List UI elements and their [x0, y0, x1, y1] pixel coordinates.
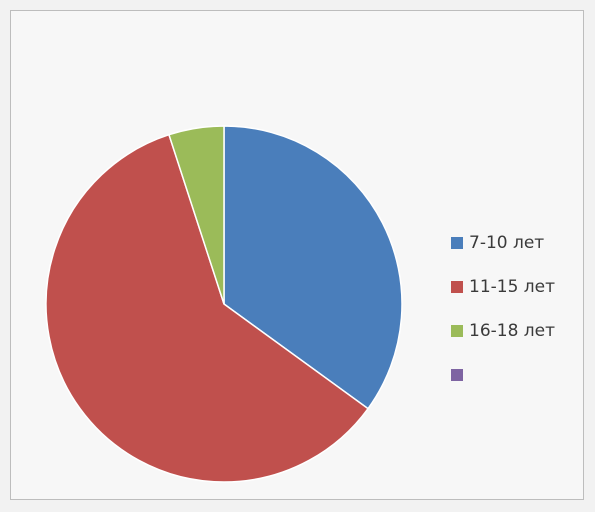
legend-item-2: 11-15 лет: [451, 265, 555, 309]
legend-label: 7-10 лет: [469, 233, 545, 253]
legend-item-1: 7-10 лет: [451, 221, 555, 265]
legend-label: 16-18 лет: [469, 321, 556, 341]
pie-slice-2: [45, 133, 370, 483]
pie-chart: [45, 125, 403, 483]
legend-swatch: [451, 325, 463, 337]
pie-slice-3: [168, 125, 225, 305]
legend-swatch: [451, 281, 463, 293]
legend-swatch: [451, 237, 463, 249]
legend: 7-10 лет 11-15 лет 16-18 лет: [451, 221, 555, 397]
legend-item-4: [451, 353, 555, 397]
legend-item-3: 16-18 лет: [451, 309, 555, 353]
chart-frame: 7-10 лет 11-15 лет 16-18 лет: [10, 10, 584, 500]
legend-label: 11-15 лет: [469, 277, 556, 297]
pie-slice-1: [223, 125, 403, 410]
legend-swatch: [451, 369, 463, 381]
